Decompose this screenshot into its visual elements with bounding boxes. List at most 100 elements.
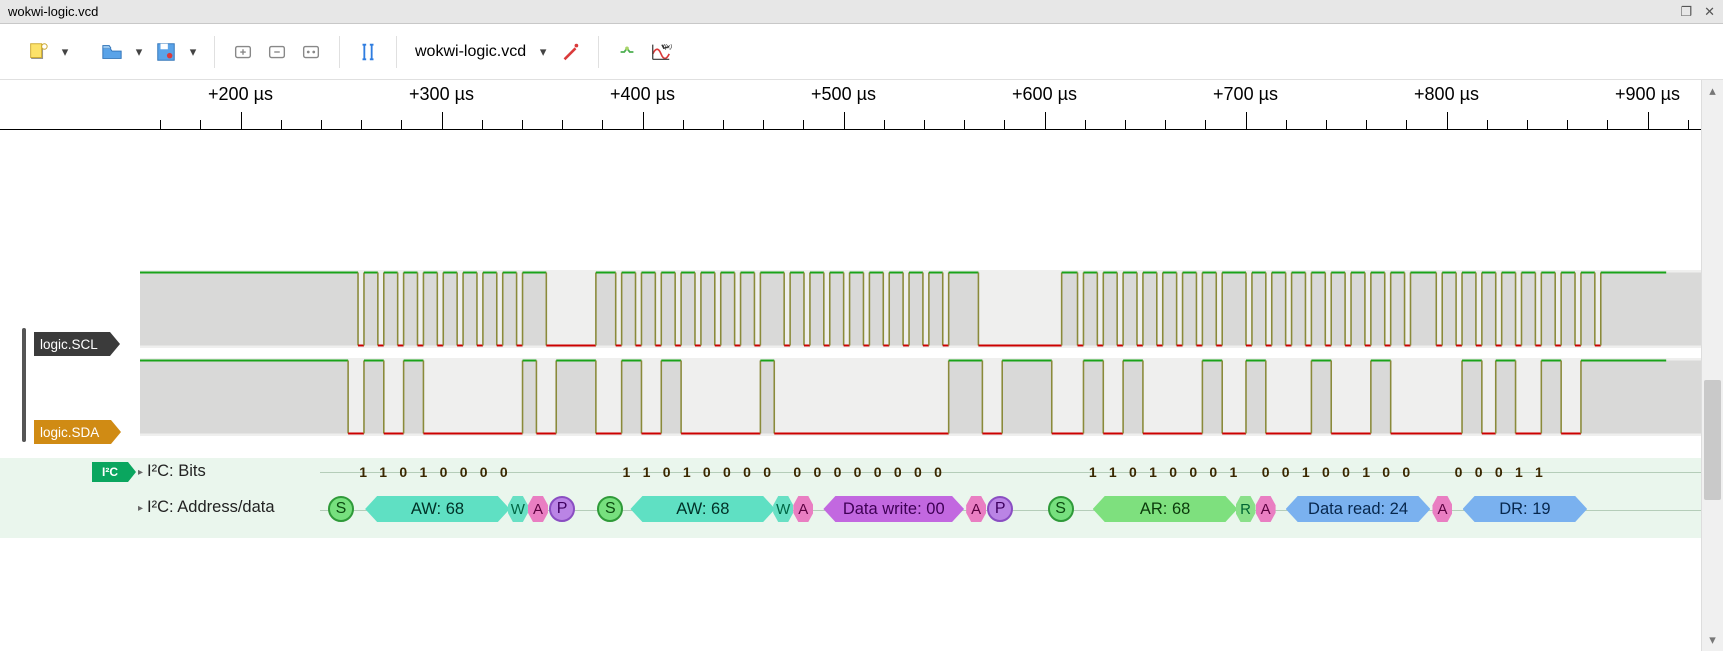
proto-bit: 1 <box>1104 462 1122 482</box>
canvas[interactable]: +200 µs+300 µs+400 µs+500 µs+600 µs+700 … <box>0 80 1701 651</box>
proto-bit: 0 <box>1317 462 1335 482</box>
signal-label[interactable]: logic.SDA <box>34 420 111 444</box>
proto-bit: 1 <box>1357 462 1375 482</box>
wave-area: logic.SCL logic.SDA I²C ▸I²C: Bits ▸I²C: Add… <box>0 130 1701 651</box>
proto-token-s: S <box>1048 496 1074 522</box>
waveform-lane <box>140 358 1701 436</box>
proto-bit: 0 <box>698 462 716 482</box>
proto-data-block: Data read: 24 <box>1286 496 1431 522</box>
proto-token-a: A <box>1432 496 1452 522</box>
scroll-down-icon[interactable]: ▾ <box>1702 629 1723 651</box>
proto-data-block: Data write: 00 <box>823 496 964 522</box>
zoom-in-button[interactable] <box>227 36 259 68</box>
proto-bit: 1 <box>678 462 696 482</box>
proto-row-addr-label[interactable]: ▸I²C: Address/data <box>138 498 275 517</box>
proto-bit: 1 <box>354 462 372 482</box>
titlebar: wokwi-logic.vcd ❐ ✕ <box>0 0 1723 24</box>
protocol-area: I²C▸I²C: Bits▸I²C: Address/data110100001… <box>0 458 1701 538</box>
proto-bit: 0 <box>758 462 776 482</box>
scroll-up-icon[interactable]: ▴ <box>1702 80 1723 102</box>
proto-bit: 1 <box>617 462 635 482</box>
proto-bit: 1 <box>1084 462 1102 482</box>
ruler-major-label: +700 µs <box>1213 84 1278 105</box>
proto-data-block: AW: 68 <box>365 496 510 522</box>
proto-bit: 0 <box>455 462 473 482</box>
proto-bit: 0 <box>1277 462 1295 482</box>
proto-token-a: A <box>966 496 986 522</box>
proto-token-s: S <box>597 496 623 522</box>
proto-token-w: W <box>508 496 528 522</box>
save-dropdown-icon[interactable]: ▾ <box>184 44 202 60</box>
proto-bit: 0 <box>1204 462 1222 482</box>
proto-bit: 0 <box>788 462 806 482</box>
proto-bit: 0 <box>435 462 453 482</box>
zoom-out-button[interactable] <box>261 36 293 68</box>
vertical-scrollbar[interactable]: ▴ ▾ <box>1701 80 1723 651</box>
new-file-dropdown-icon[interactable]: ▾ <box>56 44 74 60</box>
filename-label: wokwi-logic.vcd <box>409 43 532 61</box>
scroll-thumb[interactable] <box>1704 380 1721 500</box>
math-button[interactable]: f(x) <box>645 36 677 68</box>
proto-bit: 0 <box>1337 462 1355 482</box>
proto-bit: 0 <box>1184 462 1202 482</box>
ruler-major-label: +300 µs <box>409 84 474 105</box>
proto-bit: 0 <box>869 462 887 482</box>
proto-bit: 1 <box>1510 462 1528 482</box>
proto-data-block: DR: 19 <box>1463 496 1588 522</box>
zoom-fit-button[interactable] <box>295 36 327 68</box>
proto-bit: 1 <box>1297 462 1315 482</box>
proto-bit: 0 <box>718 462 736 482</box>
ruler-major-label: +800 µs <box>1414 84 1479 105</box>
proto-bit: 0 <box>394 462 412 482</box>
window-close-icon[interactable]: ✕ <box>1704 4 1715 20</box>
proto-bit: 0 <box>889 462 907 482</box>
ruler-major-label: +900 µs <box>1615 84 1680 105</box>
svg-text:f(x): f(x) <box>663 43 672 50</box>
proto-token-r: R <box>1236 496 1256 522</box>
proto-token-s: S <box>328 496 354 522</box>
expand-icon[interactable]: ▸ <box>138 467 143 478</box>
proto-bit: 0 <box>808 462 826 482</box>
signal-label[interactable]: logic.SCL <box>34 332 110 356</box>
cursors-button[interactable] <box>352 36 384 68</box>
proto-bit: 1 <box>638 462 656 482</box>
expand-icon[interactable]: ▸ <box>138 503 143 514</box>
filename-dropdown-icon[interactable]: ▾ <box>534 44 552 60</box>
marker-button[interactable] <box>611 36 643 68</box>
open-file-button[interactable] <box>96 36 128 68</box>
proto-row-bits-label[interactable]: ▸I²C: Bits <box>138 462 206 481</box>
proto-bit: 1 <box>1530 462 1548 482</box>
window-dock-icon[interactable]: ❐ <box>1680 4 1692 20</box>
proto-bit: 0 <box>828 462 846 482</box>
time-ruler: +200 µs+300 µs+400 µs+500 µs+600 µs+700 … <box>0 80 1701 130</box>
proto-bit: 0 <box>1164 462 1182 482</box>
protocol-tag[interactable]: I²C <box>92 462 128 482</box>
proto-bit: 0 <box>495 462 513 482</box>
proto-bit: 0 <box>475 462 493 482</box>
toolbar: ▾ ▾ ▾ wokwi-logic.vcd ▾ f(x) <box>0 24 1723 80</box>
waveform-lane <box>140 270 1701 348</box>
proto-bit: 0 <box>1450 462 1468 482</box>
proto-token-w: W <box>773 496 793 522</box>
proto-token-p: P <box>987 496 1013 522</box>
probe-button[interactable] <box>554 36 586 68</box>
proto-token-a: A <box>1256 496 1276 522</box>
window-title: wokwi-logic.vcd <box>8 4 98 19</box>
proto-token-p: P <box>549 496 575 522</box>
open-file-dropdown-icon[interactable]: ▾ <box>130 44 148 60</box>
ruler-major-label: +500 µs <box>811 84 876 105</box>
ruler-major-label: +400 µs <box>610 84 675 105</box>
proto-bit: 0 <box>738 462 756 482</box>
proto-bit: 0 <box>849 462 867 482</box>
proto-token-a: A <box>793 496 813 522</box>
proto-bit: 0 <box>1397 462 1415 482</box>
new-file-button[interactable] <box>22 36 54 68</box>
proto-data-block: AR: 68 <box>1093 496 1238 522</box>
window: wokwi-logic.vcd ❐ ✕ ▾ ▾ ▾ wokwi-logic.vc… <box>0 0 1723 651</box>
ruler-major-label: +600 µs <box>1012 84 1077 105</box>
proto-bit: 0 <box>909 462 927 482</box>
proto-bit: 1 <box>374 462 392 482</box>
proto-bit: 1 <box>1144 462 1162 482</box>
save-button[interactable] <box>150 36 182 68</box>
body: +200 µs+300 µs+400 µs+500 µs+600 µs+700 … <box>0 80 1723 651</box>
